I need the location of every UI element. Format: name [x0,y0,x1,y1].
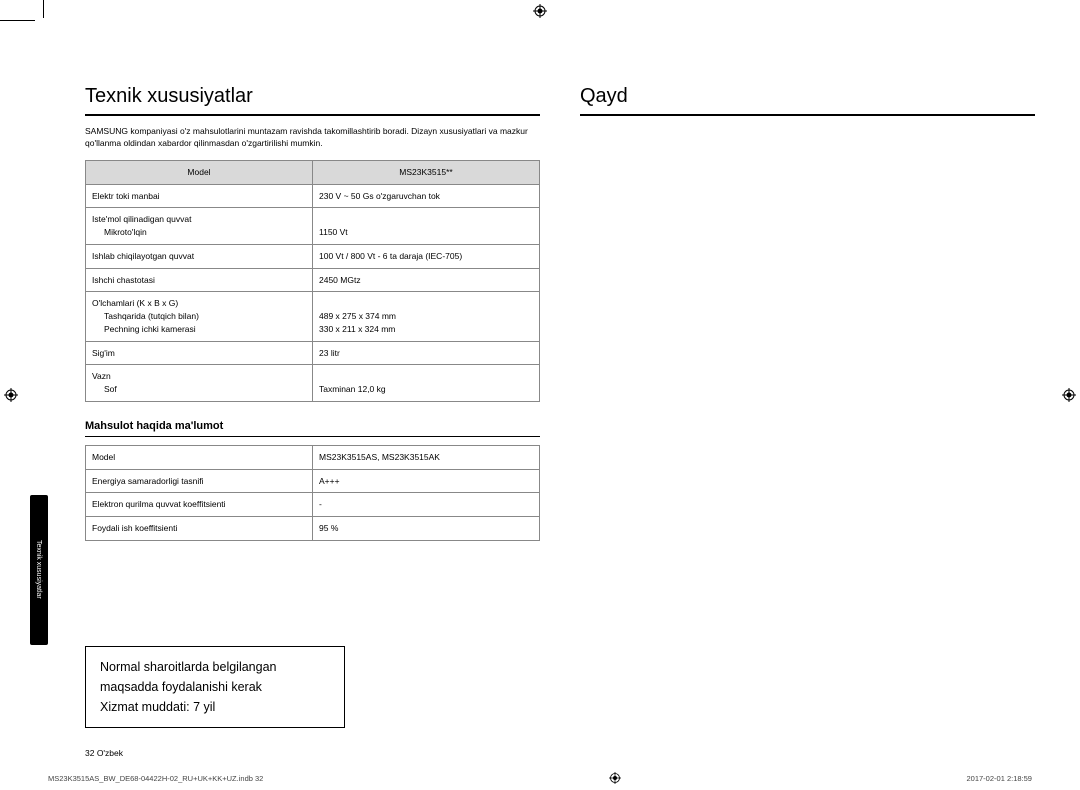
table-row: Ishlab chiqilayotgan quvvat100 Vt / 800 … [86,244,540,268]
crop-mark [0,20,35,21]
registration-mark-icon [609,772,621,784]
footer-timestamp: 2017-02-01 2:18:59 [967,774,1032,783]
spec-value: 23 litr [313,341,540,365]
spec-label: Elektr toki manbai [86,184,313,208]
spec-value: 1150 Vt [313,208,540,245]
table-row: ModelMS23K3515AS, MS23K3515AK [86,445,540,469]
spec-value: 489 x 275 x 374 mm330 x 211 x 324 mm [313,292,540,341]
footer-filename: MS23K3515AS_BW_DE68-04422H-02_RU+UK+KK+U… [48,774,263,783]
intro-text: SAMSUNG kompaniyasi o'z mahsulotlarini m… [85,126,540,150]
page-content: Texnik xususiyatlar SAMSUNG kompaniyasi … [85,85,1035,740]
spec-label: Sig'im [86,341,313,365]
table-row: Elektr toki manbai230 V ~ 50 Gs o'zgaruv… [86,184,540,208]
side-tab: Texnik xususiyatlar [30,495,48,645]
service-notice: Normal sharoitlarda belgilangan maqsadda… [85,646,345,728]
table1-head-model: Model [86,160,313,184]
spec-value: 100 Vt / 800 Vt - 6 ta daraja (IEC-705) [313,244,540,268]
registration-mark-icon [4,388,18,402]
print-footer: MS23K3515AS_BW_DE68-04422H-02_RU+UK+KK+U… [48,772,1032,784]
spec-value: MS23K3515AS, MS23K3515AK [313,445,540,469]
spec-value: 230 V ~ 50 Gs o'zgaruvchan tok [313,184,540,208]
spec-value: 2450 MGtz [313,268,540,292]
spec-table-2: ModelMS23K3515AS, MS23K3515AKEnergiya sa… [85,445,540,541]
left-column: Texnik xususiyatlar SAMSUNG kompaniyasi … [85,85,540,740]
registration-mark-icon [533,4,547,18]
side-tab-label: Texnik xususiyatlar [35,540,42,599]
spec-label: Energiya samaradorligi tasnifi [86,469,313,493]
table-row: Energiya samaradorligi tasnifiA+++ [86,469,540,493]
spec-label: Model [86,445,313,469]
table-row: Foydali ish koeffitsienti95 % [86,517,540,541]
spec-table-1: Model MS23K3515** Elektr toki manbai230 … [85,160,540,402]
spec-label: Elektron qurilma quvvat koeffitsienti [86,493,313,517]
table-row: O'lchamlari (K x B x G)Tashqarida (tutqi… [86,292,540,341]
spec-label: Foydali ish koeffitsienti [86,517,313,541]
subheading-product-info: Mahsulot haqida ma'lumot [85,420,540,437]
spec-label: Ishlab chiqilayotgan quvvat [86,244,313,268]
spec-label: Iste'mol qilinadigan quvvatMikroto'lqin [86,208,313,245]
right-column: Qayd [580,85,1035,740]
crop-mark [43,0,44,18]
spec-label: O'lchamlari (K x B x G)Tashqarida (tutqi… [86,292,313,341]
spec-value: - [313,493,540,517]
table-row: Ishchi chastotasi2450 MGtz [86,268,540,292]
spec-value: 95 % [313,517,540,541]
table-row: Sig'im23 litr [86,341,540,365]
page-number: 32 O'zbek [85,748,123,758]
table-row: Elektron qurilma quvvat koeffitsienti- [86,493,540,517]
table-row: VaznSofTaxminan 12,0 kg [86,365,540,402]
registration-mark-icon [1062,388,1076,402]
table-row: Iste'mol qilinadigan quvvatMikroto'lqin1… [86,208,540,245]
spec-value: A+++ [313,469,540,493]
section-title-notes: Qayd [580,85,1035,116]
spec-label: VaznSof [86,365,313,402]
section-title-specs: Texnik xususiyatlar [85,85,540,116]
table1-head-value: MS23K3515** [313,160,540,184]
spec-label: Ishchi chastotasi [86,268,313,292]
spec-value: Taxminan 12,0 kg [313,365,540,402]
